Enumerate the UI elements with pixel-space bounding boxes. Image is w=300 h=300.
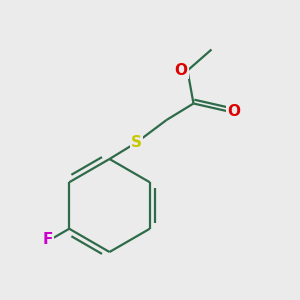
Text: O: O bbox=[174, 63, 188, 78]
Text: S: S bbox=[131, 135, 142, 150]
Text: F: F bbox=[43, 232, 53, 247]
Text: O: O bbox=[227, 103, 240, 118]
